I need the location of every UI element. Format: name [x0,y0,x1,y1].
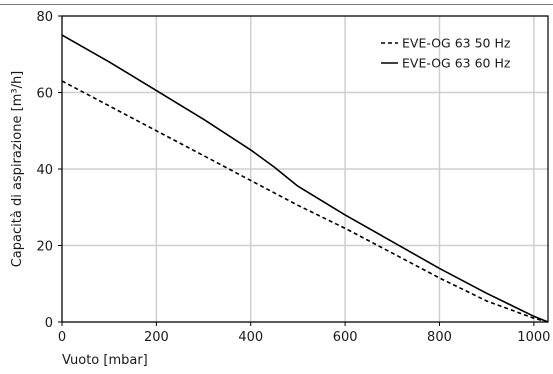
y-axis-label: Capacità di aspirazione [m³/h] [10,71,25,268]
y-tick-labels: 0 20 40 60 80 [36,10,62,331]
y-tick-label: 40 [36,163,53,178]
legend-label-60hz: EVE-OG 63 60 Hz [402,56,511,71]
series-layer [61,34,549,323]
x-tick-label: 0 [58,330,66,345]
x-tick-label: 400 [238,330,263,345]
legend: EVE-OG 63 50 Hz EVE-OG 63 60 Hz [381,36,511,71]
top-rule [0,4,553,5]
series-line-0 [61,80,549,323]
y-tick-label: 80 [36,10,53,25]
x-tick-label: 200 [144,330,169,345]
y-tick-label: 0 [45,316,53,331]
y-tick-label: 60 [36,87,53,102]
legend-label-50hz: EVE-OG 63 50 Hz [402,36,511,51]
series-line-1 [61,34,549,323]
x-tick-label: 800 [427,330,452,345]
x-tick-label: 600 [333,330,358,345]
x-tick-label: 1000 [517,330,550,345]
x-tick-labels: 0 200 400 600 800 1000 [58,322,550,345]
x-axis-label: Vuoto [mbar] [62,353,148,368]
y-tick-label: 20 [36,240,53,255]
